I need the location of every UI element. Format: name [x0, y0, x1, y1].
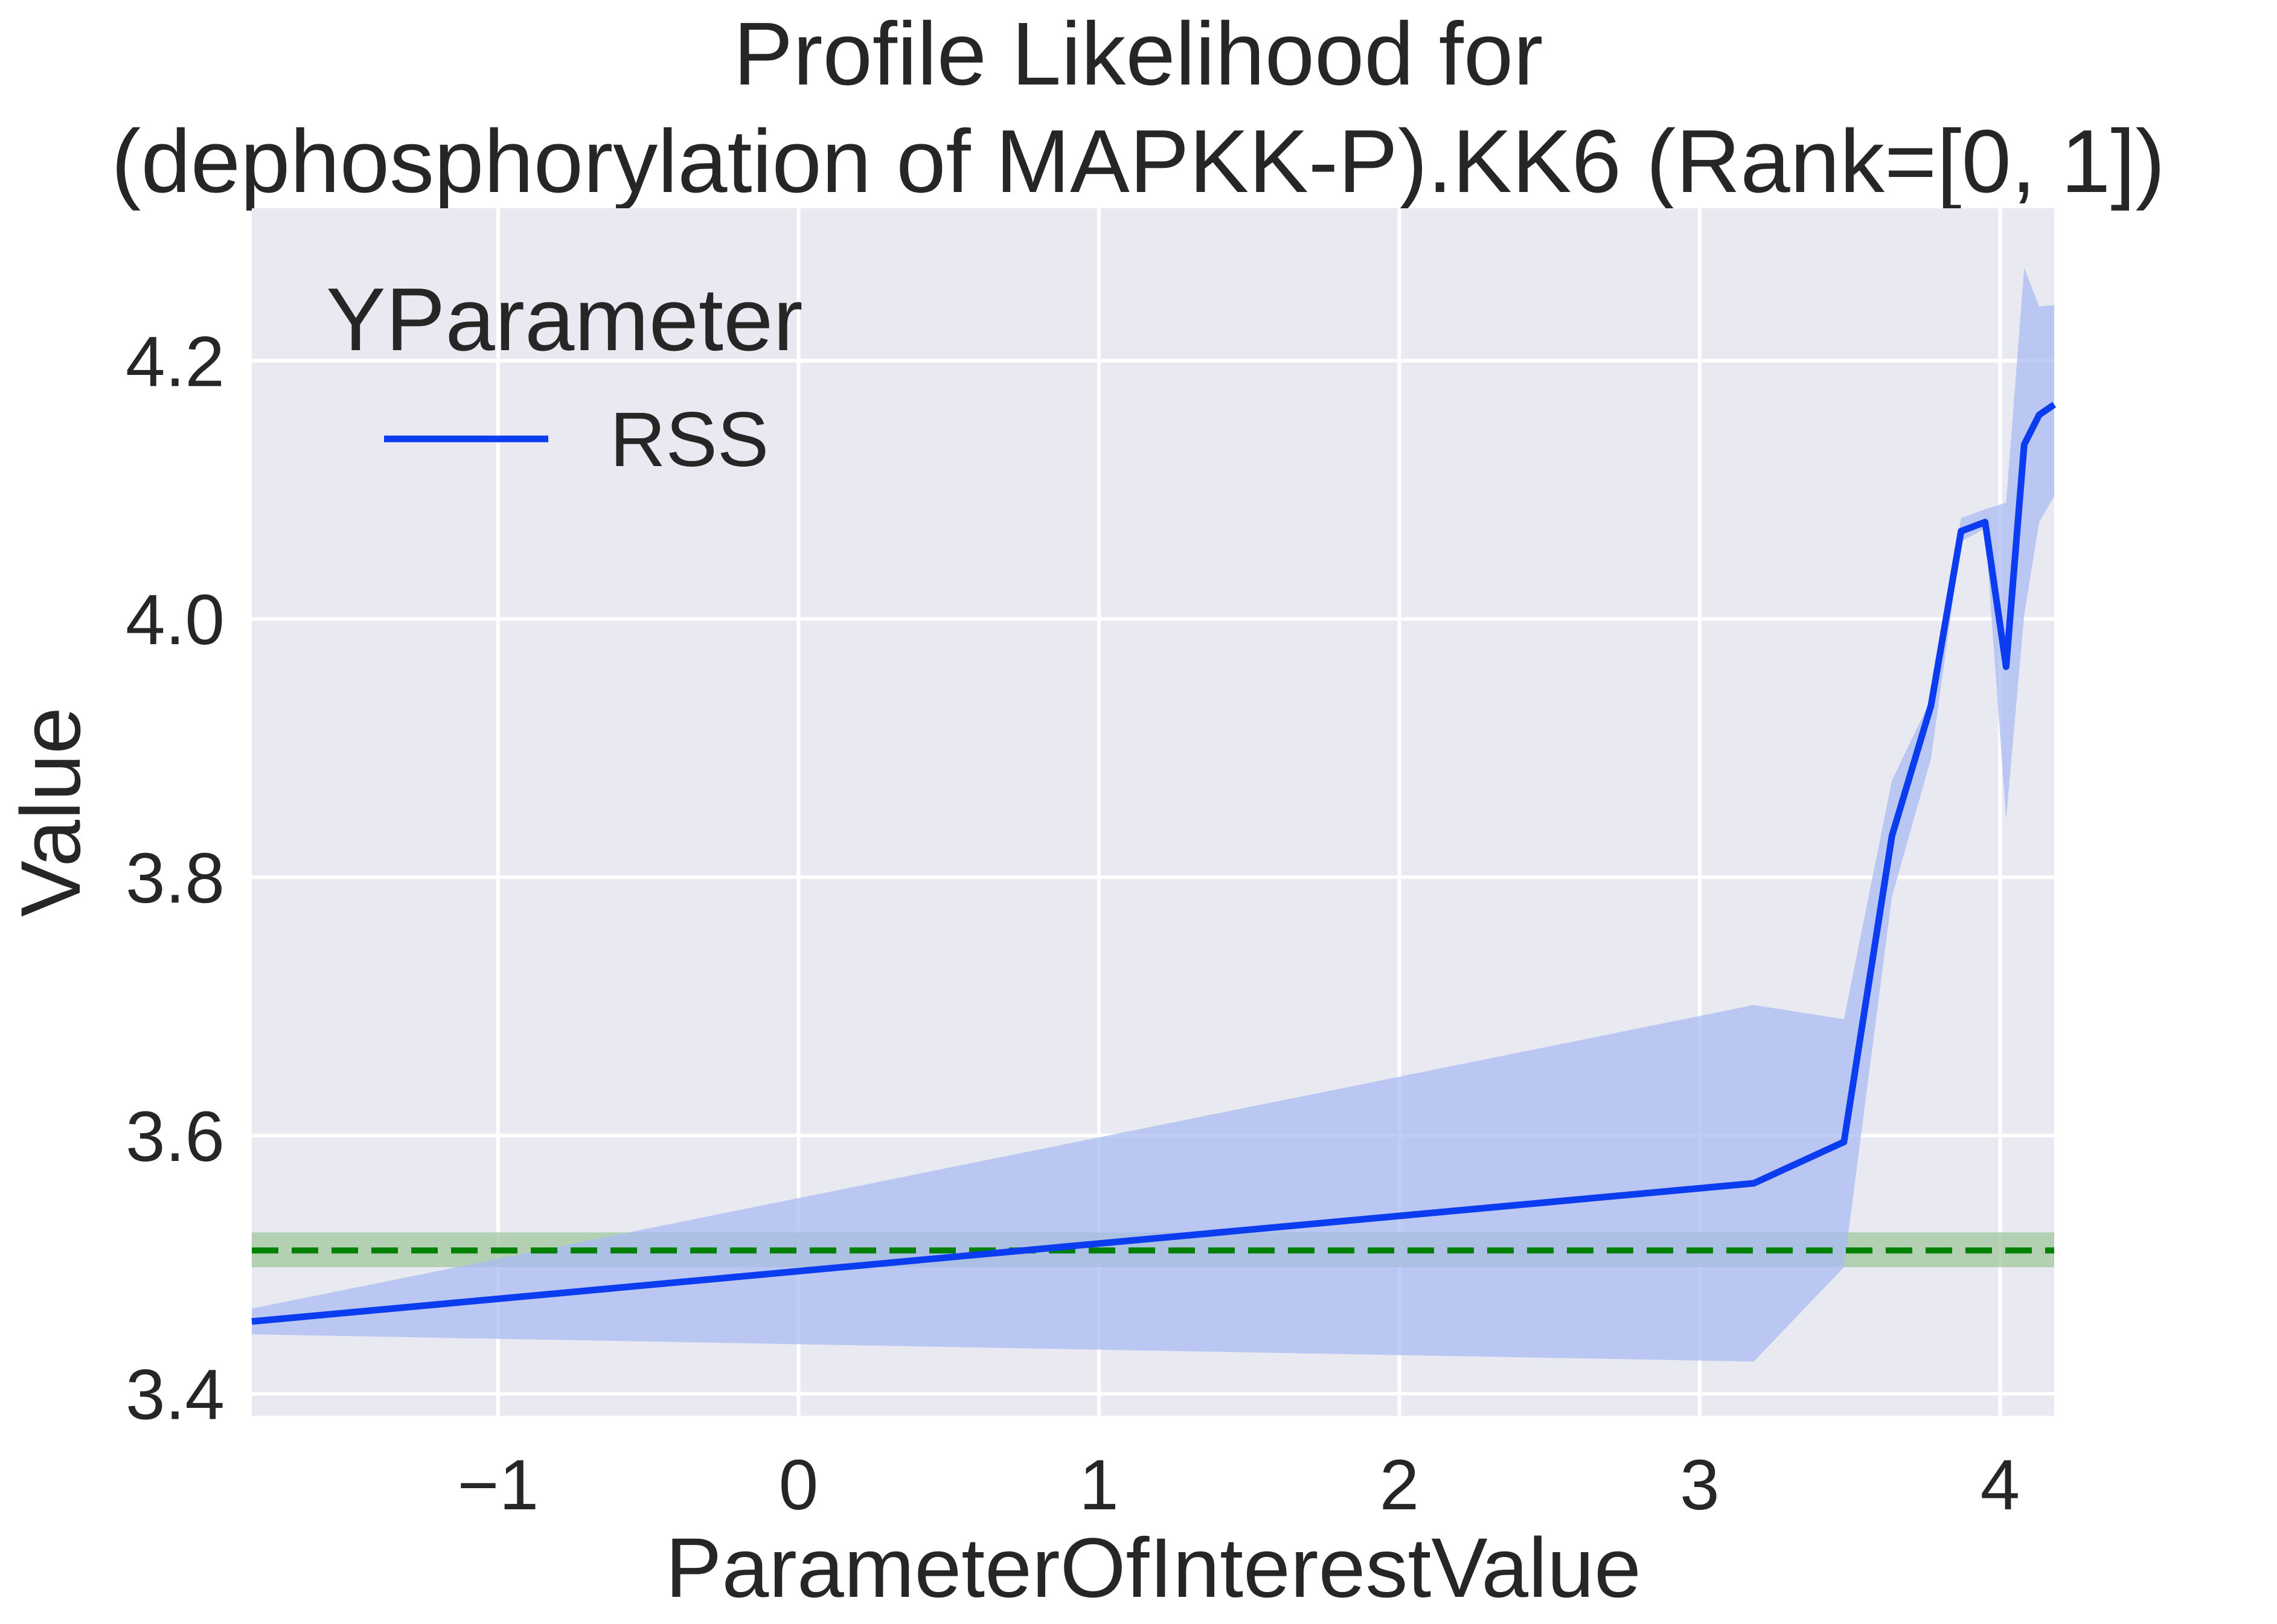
y-axis-label: Value [3, 707, 98, 917]
y-tick-label: 3.6 [126, 1097, 225, 1177]
x-tick-label: 4 [1981, 1445, 2020, 1525]
x-tick-label: −1 [458, 1445, 539, 1525]
y-tick-label: 3.4 [126, 1355, 225, 1435]
x-tick-label: 3 [1680, 1445, 1720, 1525]
legend-label-rss: RSS [610, 397, 769, 483]
grid-lines [252, 208, 2054, 1416]
x-tick-labels: −1 0 1 2 3 4 [458, 1445, 2020, 1525]
series-line-rss [251, 401, 2057, 1325]
x-axis-label: ParameterOfInterestValue [665, 1520, 1641, 1615]
x-tick-label: 1 [1079, 1445, 1119, 1525]
series-confidence-band [252, 267, 2054, 1362]
x-tick-label: 0 [779, 1445, 819, 1525]
y-tick-label: 3.8 [126, 839, 225, 918]
series-layer [251, 267, 2057, 1362]
chart-title-line-1: Profile Likelihood for [734, 4, 1543, 104]
chart-title-line-2: (dephosphorylation of MAPKK-P).KK6 (Rank… [111, 112, 2165, 211]
x-tick-label: 2 [1380, 1445, 1420, 1525]
y-tick-label: 4.2 [126, 322, 225, 401]
y-tick-label: 4.0 [126, 580, 225, 660]
legend: YParameter RSS [326, 270, 803, 483]
y-tick-labels: 3.4 3.6 3.8 4.0 4.2 [126, 322, 225, 1434]
legend-title: YParameter [326, 270, 803, 369]
